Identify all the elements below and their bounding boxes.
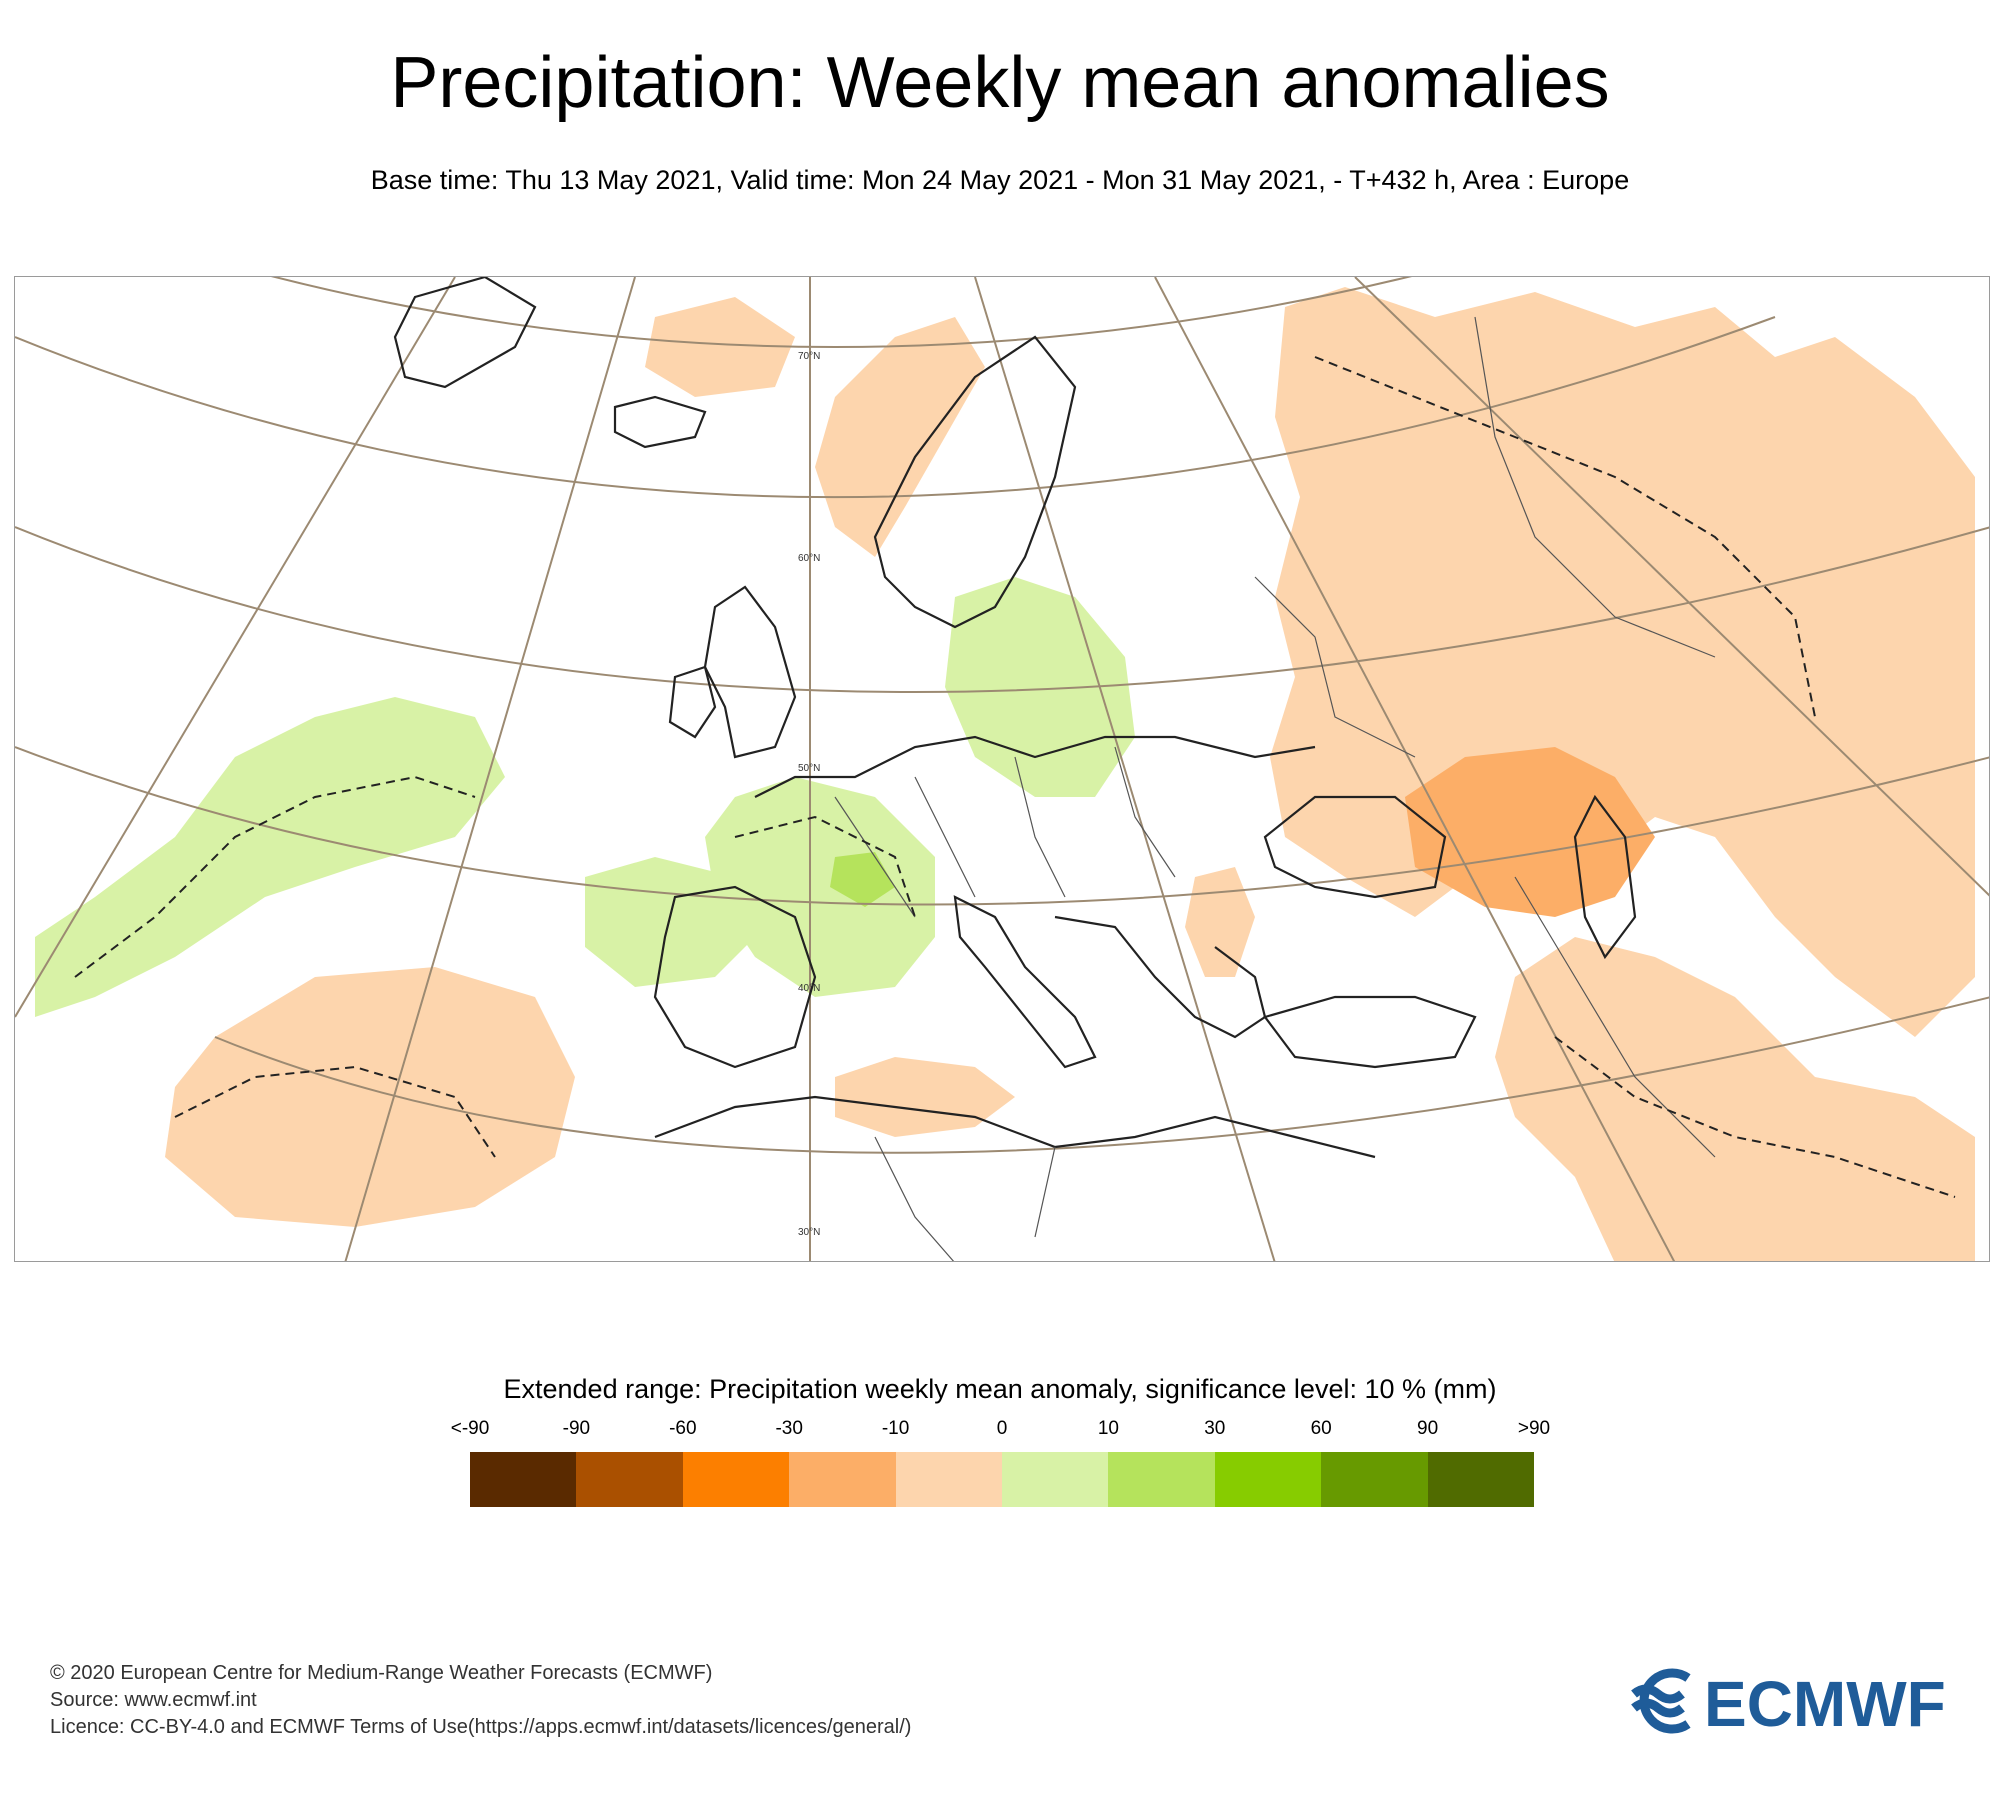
- ecmwf-logo: ECMWF: [1631, 1668, 1946, 1734]
- country-borders: [834, 316, 1716, 1261]
- continental-coast: [754, 735, 1316, 798]
- legend-swatch-1: [470, 1452, 577, 1507]
- border-line-3: [1014, 756, 1066, 898]
- legend-label-60: 60: [1310, 1418, 1332, 1439]
- legend-label-90: 90: [1417, 1418, 1439, 1439]
- meridian-w10: [344, 277, 636, 1261]
- legend-label-30: 30: [1204, 1418, 1226, 1439]
- europe-map: 70°N 60°N 50°N 40°N 30°N: [14, 276, 1990, 1262]
- wet-region-atlantic: [35, 697, 505, 1017]
- legend-label-gt-90: >90: [1517, 1418, 1551, 1439]
- footer-source: Source: www.ecmwf.int: [50, 1689, 257, 1711]
- lat-label-70n: 70°N: [798, 351, 820, 362]
- parallel-60n: [15, 316, 1776, 499]
- legend-swatch-5: [895, 1452, 1003, 1507]
- parallel-40n: [15, 746, 1989, 906]
- iberia-coast: [653, 885, 817, 1069]
- scandinavia-coast: [873, 335, 1077, 629]
- map-canvas: 70°N 60°N 50°N 40°N 30°N: [15, 277, 1989, 1261]
- legend-swatch-10: [1427, 1452, 1535, 1507]
- legend-label-10: 10: [1097, 1418, 1119, 1439]
- meridian-e10: [974, 277, 1276, 1261]
- north-africa-coast: [654, 1095, 1376, 1159]
- parallel-50n: [15, 526, 1989, 693]
- dry-region-caucasus: [1405, 747, 1655, 917]
- dry-region-north-africa: [835, 1057, 1015, 1137]
- dry-anomaly-regions: [165, 287, 1975, 1261]
- border-line-1: [834, 796, 916, 918]
- significance-contour-middle-east: [1554, 1036, 1956, 1198]
- border-line-7: [1514, 876, 1716, 1158]
- wet-region-alps: [830, 852, 895, 907]
- italy-coast: [953, 895, 1097, 1069]
- balkans-coast: [1054, 915, 1267, 1039]
- legend-label-minus-90: -90: [562, 1418, 591, 1439]
- legend-swatch-4: [789, 1452, 896, 1507]
- ireland-coast: [668, 665, 717, 739]
- turkey-coast: [1263, 995, 1477, 1069]
- legend-swatch-8: [1214, 1452, 1322, 1507]
- border-line-2: [914, 776, 976, 898]
- border-line-5: [1254, 576, 1416, 758]
- legend-swatch-6: [1002, 1452, 1109, 1507]
- legend-labels: <-90 -90 -60 -30 -10 0 10 30 60 90 >90: [451, 1418, 1550, 1442]
- coastlines: [393, 277, 1637, 1159]
- legend-label-lt-minus-90: <-90: [450, 1418, 490, 1439]
- significance-contours: [74, 356, 1956, 1198]
- wet-anomaly-regions: [35, 577, 1135, 1017]
- wet-region-biscay: [585, 857, 755, 987]
- parallel-70n: [271, 277, 1412, 348]
- meridian-w20: [15, 277, 456, 1018]
- dry-region-greece: [1185, 867, 1255, 977]
- footer-copyright: © 2020 European Centre for Medium-Range …: [50, 1662, 713, 1684]
- lat-label-40n: 40°N: [798, 983, 820, 994]
- legend-label-0: 0: [996, 1418, 1008, 1439]
- lat-label-60n: 60°N: [798, 553, 820, 564]
- legend-swatch-3: [682, 1452, 790, 1507]
- meridian-e20: [1154, 277, 1676, 1261]
- caspian-coast: [1573, 794, 1637, 960]
- parallel-30n: [214, 996, 1989, 1154]
- dry-region-iceland-north: [645, 297, 795, 397]
- legend-label-minus-30: -30: [775, 1418, 803, 1439]
- copyright-footer: © 2020 European Centre for Medium-Range …: [50, 1660, 911, 1741]
- chart-subtitle: Base time: Thu 13 May 2021, Valid time: …: [370, 165, 1630, 195]
- meridian-e30: [1354, 277, 1989, 897]
- dry-region-atlantic-south: [165, 967, 575, 1227]
- border-line-9: [1034, 1146, 1056, 1238]
- dry-region-middle-east: [1495, 937, 1975, 1261]
- dry-region-norway: [815, 317, 985, 557]
- latitude-labels: 70°N 60°N 50°N 40°N 30°N: [798, 351, 820, 1238]
- greenland-coast: [393, 277, 537, 389]
- significance-contour-atlantic: [74, 775, 476, 978]
- footer-licence: Licence: CC-BY-4.0 and ECMWF Terms of Us…: [50, 1716, 912, 1738]
- legend-label-minus-60: -60: [669, 1418, 697, 1439]
- significance-contour-russia: [1314, 356, 1816, 718]
- legend-title: Extended range: Precipitation weekly mea…: [503, 1374, 1497, 1404]
- lat-label-50n: 50°N: [798, 763, 820, 774]
- ecmwf-logo-mark: [1631, 1668, 1691, 1734]
- lat-label-30n: 30°N: [798, 1227, 820, 1238]
- black-sea-coast: [1263, 795, 1447, 899]
- border-line-4: [1114, 746, 1176, 878]
- legend-label-minus-10: -10: [881, 1418, 910, 1439]
- chart-title: Precipitation: Weekly mean anomalies: [390, 43, 1610, 123]
- ecmwf-logo-text: ECMWF: [1704, 1668, 1946, 1734]
- graticule: [15, 277, 1989, 1261]
- legend-swatch-2: [576, 1452, 683, 1507]
- british-isles-coast: [703, 585, 797, 759]
- iceland-coast: [613, 395, 707, 449]
- legend-colorbar: [470, 1452, 1535, 1507]
- significance-contour-south-atlantic: [174, 1065, 496, 1158]
- wet-region-france: [705, 777, 935, 997]
- significance-contour-france: [734, 815, 916, 918]
- border-line-8: [874, 1136, 955, 1261]
- wet-region-scandinavia: [945, 577, 1135, 797]
- border-line-6: [1474, 316, 1716, 658]
- dry-region-russia: [1270, 287, 1975, 1037]
- legend-swatch-7: [1108, 1452, 1215, 1507]
- legend-swatch-9: [1321, 1452, 1428, 1507]
